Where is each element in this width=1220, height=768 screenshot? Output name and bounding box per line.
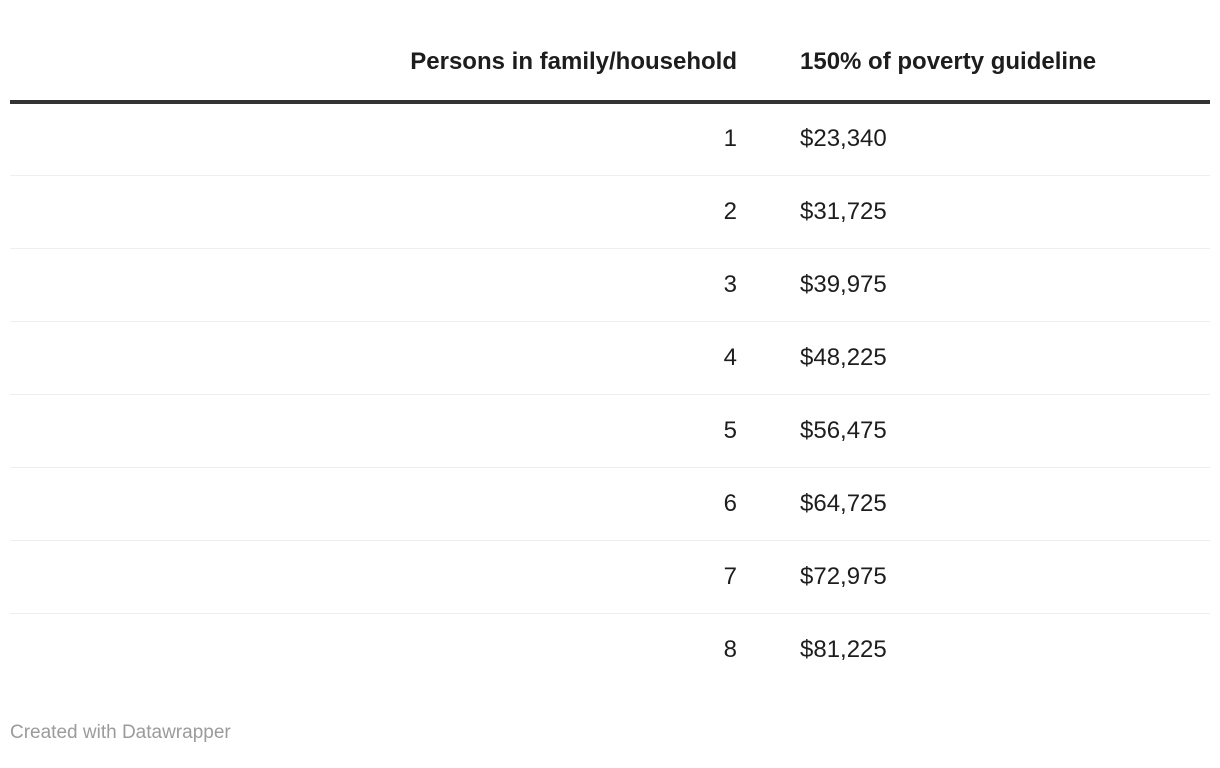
table-row: 4 $48,225	[10, 321, 1210, 395]
table-header-row: Persons in family/household 150% of pove…	[10, 0, 1210, 104]
table-row: 5 $56,475	[10, 394, 1210, 468]
column-header-guideline: 150% of poverty guideline	[737, 0, 1210, 104]
cell-guideline: $48,225	[737, 321, 1210, 395]
cell-persons: 1	[10, 102, 737, 176]
table-header: Persons in family/household 150% of pove…	[10, 0, 1210, 104]
cell-guideline: $31,725	[737, 175, 1210, 249]
cell-guideline: $23,340	[737, 102, 1210, 176]
column-header-persons: Persons in family/household	[10, 0, 737, 104]
cell-persons: 6	[10, 467, 737, 541]
poverty-guideline-table: Persons in family/household 150% of pove…	[10, 0, 1210, 686]
attribution-text: Created with Datawrapper	[10, 722, 231, 743]
cell-persons: 7	[10, 540, 737, 614]
cell-guideline: $64,725	[737, 467, 1210, 541]
cell-persons: 2	[10, 175, 737, 249]
cell-guideline: $39,975	[737, 248, 1210, 322]
cell-persons: 3	[10, 248, 737, 322]
cell-persons: 5	[10, 394, 737, 468]
cell-guideline: $56,475	[737, 394, 1210, 468]
cell-persons: 8	[723, 635, 737, 663]
cell-guideline: $81,225	[800, 635, 887, 663]
table-row: 7 $72,975	[10, 540, 1210, 614]
table-row: 1 $23,340	[10, 102, 1210, 176]
table-row: 3 $39,975	[10, 248, 1210, 322]
table-body: 1 $23,340 2 $31,725 3 $39,975 4 $48,225 5 $56,475…	[10, 102, 1210, 686]
cell-persons: 4	[10, 321, 737, 395]
table-row: 8 $81,225	[10, 613, 1210, 686]
cell-guideline: $72,975	[737, 540, 1210, 614]
table-row: 6 $64,725	[10, 467, 1210, 541]
table-row: 2 $31,725	[10, 175, 1210, 249]
